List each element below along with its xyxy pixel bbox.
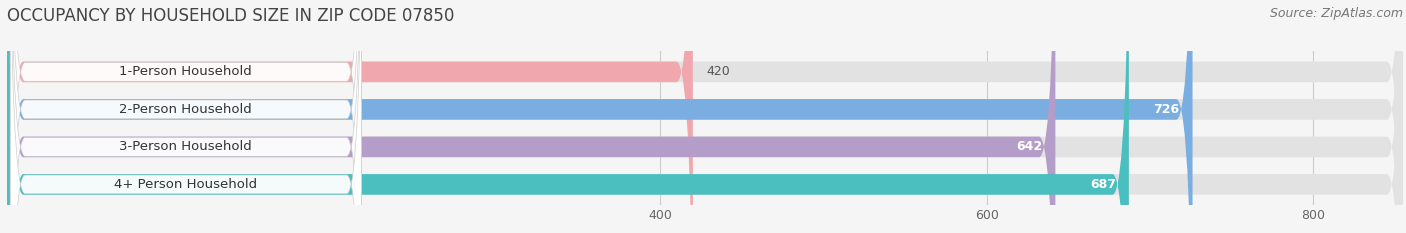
Text: 3-Person Household: 3-Person Household xyxy=(120,140,252,153)
FancyBboxPatch shape xyxy=(10,0,361,233)
FancyBboxPatch shape xyxy=(10,0,361,233)
FancyBboxPatch shape xyxy=(7,0,1403,233)
FancyBboxPatch shape xyxy=(7,0,1056,233)
Text: 4+ Person Household: 4+ Person Household xyxy=(114,178,257,191)
FancyBboxPatch shape xyxy=(7,0,1403,233)
FancyBboxPatch shape xyxy=(7,0,693,233)
FancyBboxPatch shape xyxy=(7,0,1192,233)
Text: 687: 687 xyxy=(1090,178,1116,191)
Text: 2-Person Household: 2-Person Household xyxy=(120,103,252,116)
FancyBboxPatch shape xyxy=(7,0,1129,233)
Text: Source: ZipAtlas.com: Source: ZipAtlas.com xyxy=(1270,7,1403,20)
FancyBboxPatch shape xyxy=(10,0,361,233)
Text: 642: 642 xyxy=(1017,140,1042,153)
FancyBboxPatch shape xyxy=(7,0,1403,233)
FancyBboxPatch shape xyxy=(7,0,1403,233)
Text: 726: 726 xyxy=(1153,103,1180,116)
Text: OCCUPANCY BY HOUSEHOLD SIZE IN ZIP CODE 07850: OCCUPANCY BY HOUSEHOLD SIZE IN ZIP CODE … xyxy=(7,7,454,25)
FancyBboxPatch shape xyxy=(10,0,361,233)
Text: 420: 420 xyxy=(706,65,730,78)
Text: 1-Person Household: 1-Person Household xyxy=(120,65,252,78)
